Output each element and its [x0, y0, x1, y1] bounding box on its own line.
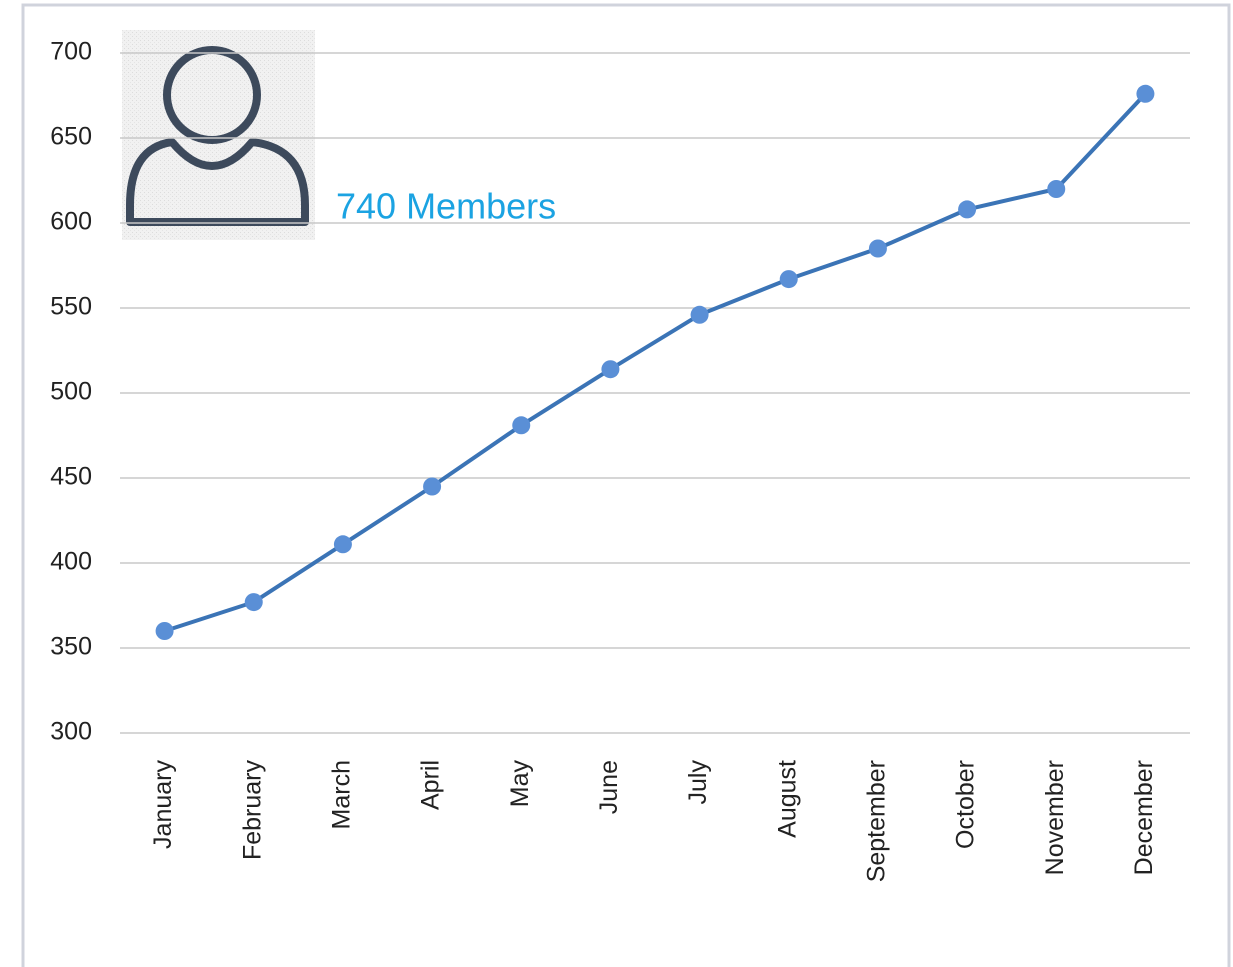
data-point [244, 593, 263, 612]
data-point [155, 622, 174, 640]
y-tick-label: 550 [50, 293, 92, 321]
data-point [779, 270, 798, 289]
data-point [423, 477, 442, 496]
frame [21, 3, 1231, 967]
y-tick-label: 650 [50, 123, 92, 151]
x-tick-label: August [773, 760, 801, 838]
data-point [868, 239, 887, 258]
y-tick-label: 600 [50, 208, 92, 236]
x-tick-label: January [149, 760, 177, 849]
person-icon [122, 30, 315, 240]
data-point [690, 305, 709, 324]
data-line [163, 92, 1147, 633]
y-tick-label: 700 [50, 38, 92, 66]
y-tick-label: 400 [50, 548, 92, 576]
data-point [1047, 180, 1066, 198]
y-tick-label: 300 [50, 718, 92, 746]
x-tick-label: April [417, 760, 445, 810]
y-tick-label: 500 [50, 378, 92, 406]
x-tick-label: March [328, 760, 356, 829]
x-tick-label: May [506, 760, 534, 808]
y-tick-label: 450 [50, 463, 92, 491]
data-point [512, 416, 531, 435]
annotation: 740 Members [336, 186, 556, 227]
x-tick-label: September [863, 760, 891, 882]
data-point [958, 200, 977, 219]
data-point [333, 535, 352, 554]
x-tick-label: June [595, 760, 623, 814]
data-point [1136, 84, 1155, 103]
x-tick-label: October [952, 760, 980, 849]
data-point [601, 360, 620, 379]
x-tick-label: February [238, 760, 266, 861]
y-tick-label: 350 [50, 633, 92, 661]
x-tick-label: July [684, 760, 712, 805]
x-tick-label: December [1130, 760, 1158, 875]
x-tick-label: November [1041, 760, 1069, 875]
